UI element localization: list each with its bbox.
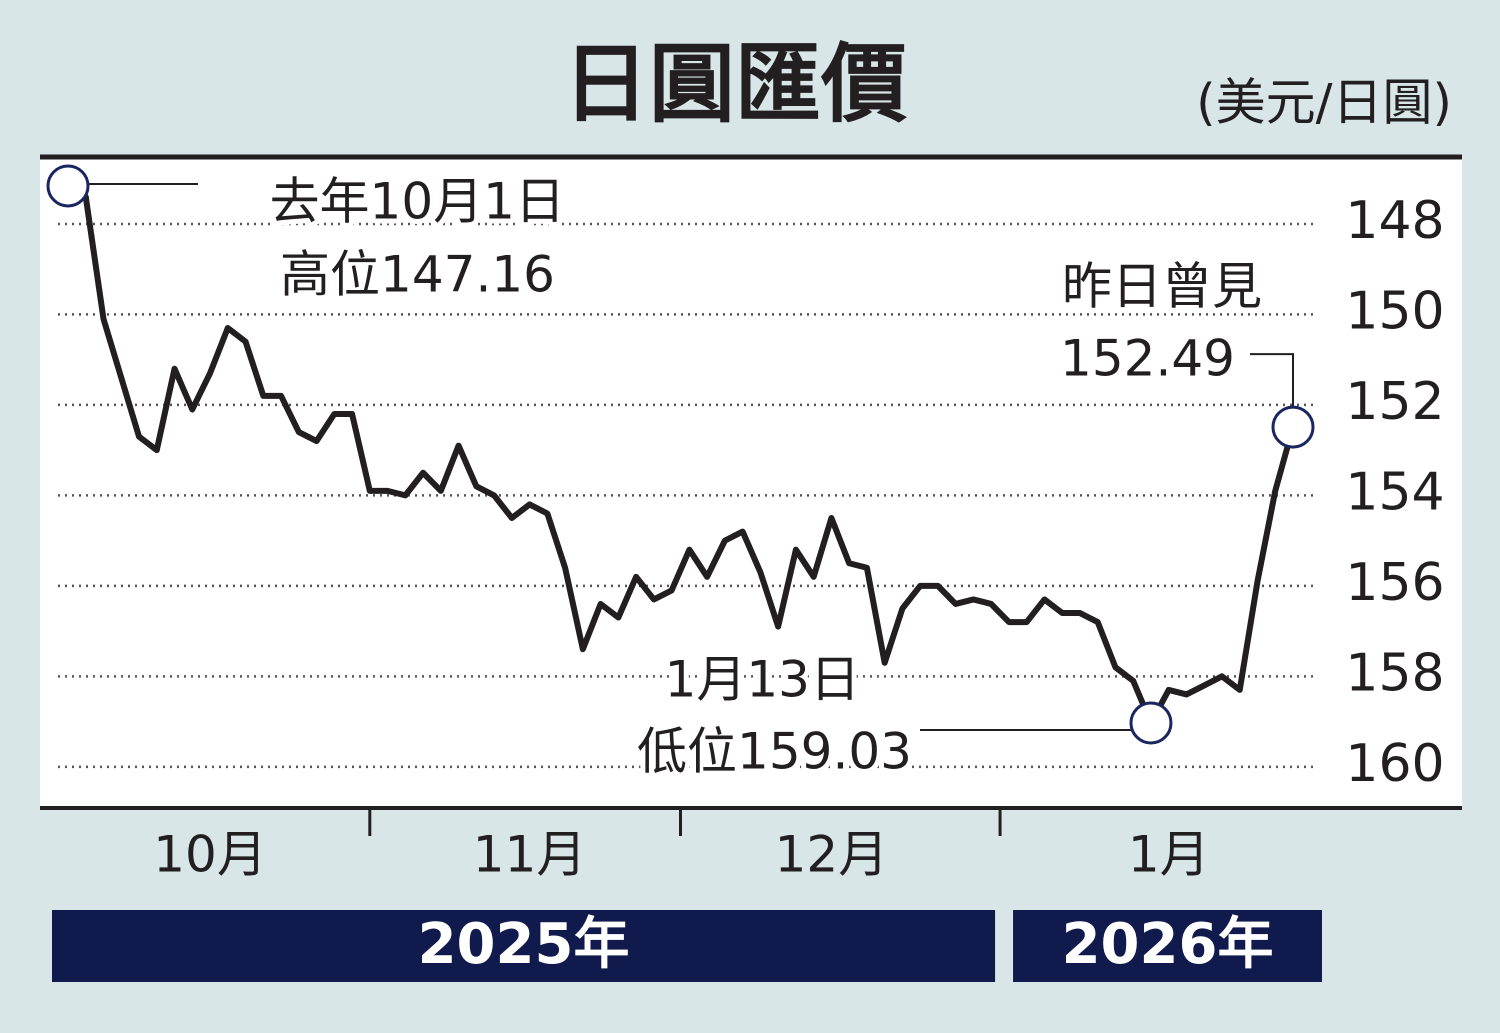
y-tick-label: 158: [1345, 643, 1444, 703]
y-tick-label: 150: [1345, 281, 1444, 341]
y-tick-label: 152: [1345, 372, 1444, 432]
price-line: [66, 183, 1296, 726]
x-tick-label: 11月: [473, 826, 587, 884]
year-band: [52, 910, 996, 982]
year-label: 2026年: [1062, 912, 1274, 977]
y-tick-label: 156: [1345, 553, 1444, 613]
y-tick-label: 148: [1345, 191, 1444, 251]
point-marker: [46, 164, 90, 208]
x-tick-label: 12月: [775, 826, 889, 884]
annotation: 152.49: [1060, 330, 1235, 388]
chart-title: 日圓匯價: [563, 34, 907, 134]
annotation: 低位159.03: [637, 723, 912, 781]
annotation: 昨日曾見: [1062, 258, 1262, 316]
annotation: 1月13日: [665, 651, 860, 709]
year-band: [1013, 910, 1322, 982]
point-marker: [1129, 701, 1173, 745]
unit-label: (美元/日圓): [1196, 74, 1452, 132]
annotation: 去年10月1日: [270, 173, 565, 231]
x-tick-label: 10月: [153, 826, 267, 884]
y-tick-label: 160: [1345, 734, 1444, 794]
plot-area: [40, 157, 1462, 808]
year-label: 2025年: [418, 912, 630, 977]
leader-line: [1250, 353, 1294, 428]
x-tick-label: 1月: [1128, 826, 1210, 884]
point-marker: [1271, 405, 1315, 449]
annotation: 高位147.16: [280, 246, 555, 304]
y-tick-label: 154: [1345, 462, 1444, 522]
